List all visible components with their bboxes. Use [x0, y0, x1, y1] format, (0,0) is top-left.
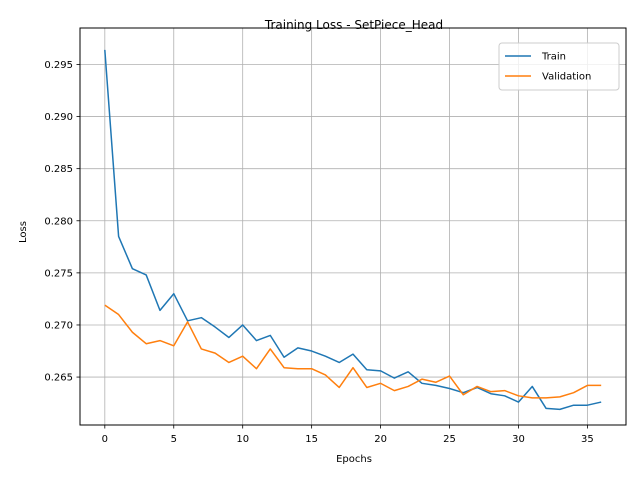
y-tick-label: 0.280	[44, 216, 73, 227]
x-tick-label: 5	[171, 434, 177, 445]
y-tick-label: 0.265	[44, 373, 73, 384]
y-tick-label: 0.285	[44, 164, 73, 175]
x-tick-label: 30	[512, 434, 525, 445]
x-axis-label: Epochs	[336, 454, 372, 465]
legend-box	[498, 42, 620, 91]
grid	[80, 28, 626, 425]
x-tick-label: 0	[102, 434, 108, 445]
x-tick-label: 25	[443, 434, 456, 445]
x-tick-label: 20	[374, 434, 387, 445]
plot-frame	[79, 27, 627, 426]
x-tick-label: 15	[305, 434, 318, 445]
x-axis-ticks: 0 5 10 15 20 25 30 35	[102, 425, 594, 445]
y-tick-label: 0.295	[44, 60, 73, 71]
x-tick-label: 10	[236, 434, 249, 445]
y-axis-ticks: 0.265 0.270 0.275 0.280 0.285 0.290 0.295	[44, 60, 80, 384]
series-line-train	[104, 49, 602, 411]
series-group	[104, 49, 602, 411]
legend-label: Train	[541, 52, 566, 63]
chart-title: Training Loss - SetPiece_Head	[264, 18, 443, 32]
y-tick-label: 0.270	[44, 320, 73, 331]
y-axis-label: Loss	[18, 221, 29, 243]
series-line-validation	[104, 304, 602, 399]
legend: Train Validation	[498, 42, 620, 91]
legend-label: Validation	[542, 72, 591, 83]
y-tick-label: 0.275	[44, 268, 73, 279]
y-tick-label: 0.290	[44, 112, 73, 123]
x-tick-label: 35	[581, 434, 594, 445]
